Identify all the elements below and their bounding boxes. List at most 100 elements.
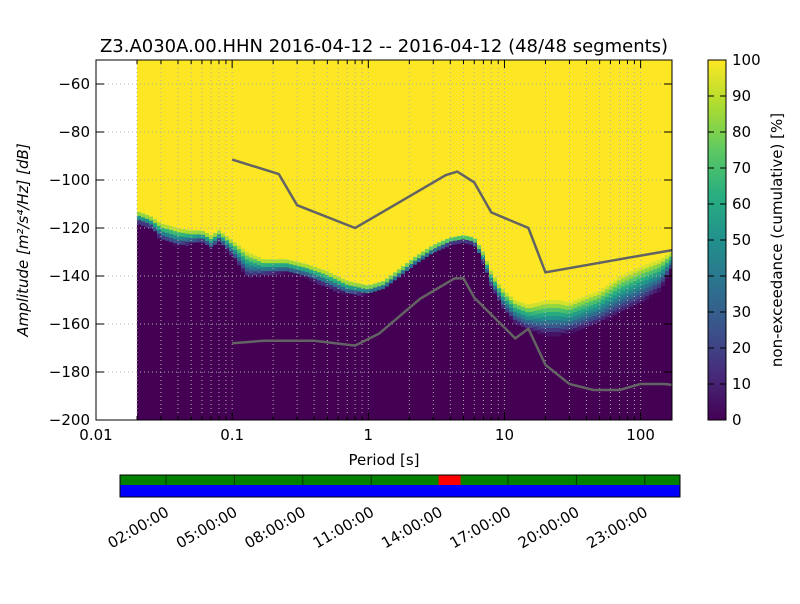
heatmap-cell: [320, 281, 326, 287]
heatmap-cell: [536, 301, 542, 307]
heatmap-cell: [620, 302, 626, 308]
heatmap-cell: [652, 60, 658, 262]
heatmap-cell: [564, 301, 570, 307]
heatmap-cell: [652, 261, 658, 266]
heatmap-cell: [468, 240, 474, 245]
heatmap-cell: [240, 60, 246, 249]
heatmap-cell: [252, 267, 258, 272]
heatmap-cell: [304, 264, 310, 269]
heatmap-cell: [592, 320, 598, 325]
heatmap-cell: [512, 319, 518, 325]
heatmap-cell: [480, 251, 486, 256]
heatmap-cell: [160, 231, 166, 237]
heatmap-cell: [148, 228, 154, 230]
heatmap-cell: [308, 277, 314, 282]
heatmap-cell: [368, 288, 374, 294]
heatmap-cell: [600, 315, 606, 321]
heatmap-cell: [292, 60, 298, 262]
heatmap-cell: [268, 263, 274, 268]
heatmap-cell: [308, 273, 314, 279]
heatmap-cell: [588, 325, 594, 328]
heatmap-cell: [536, 334, 542, 420]
heatmap-cell: [332, 274, 338, 280]
heatmap-cell: [248, 269, 254, 275]
heatmap-cell: [600, 303, 606, 309]
heatmap-cell: [368, 60, 374, 285]
heatmap-cell: [656, 279, 662, 285]
heatmap-cell: [156, 60, 162, 222]
heatmap-cell: [164, 228, 170, 234]
heatmap-cell: [504, 312, 510, 316]
heatmap-cell: [272, 60, 278, 260]
heatmap-cell: [196, 234, 202, 239]
heatmap-cell: [484, 268, 490, 274]
y-tick-label: −160: [49, 315, 90, 333]
heatmap-cell: [652, 277, 658, 282]
heatmap-cell: [204, 233, 210, 238]
heatmap-cell: [264, 259, 270, 264]
heatmap-cell: [156, 237, 162, 420]
heatmap-cell: [620, 312, 626, 420]
heatmap-cell: [168, 226, 174, 231]
heatmap-cell: [536, 313, 542, 319]
heatmap-cell: [608, 290, 614, 295]
heatmap-cell: [328, 60, 334, 273]
heatmap-cell: [568, 333, 574, 420]
heatmap-cell: [520, 328, 526, 420]
heatmap-cell: [248, 277, 254, 420]
heatmap-cell: [252, 271, 258, 276]
heatmap-cell: [604, 313, 610, 318]
heatmap-cell: [640, 265, 646, 271]
heatmap-cell: [188, 60, 194, 231]
heatmap-cell: [500, 308, 506, 310]
heatmap-cell: [560, 320, 566, 326]
heatmap-cell: [648, 282, 654, 288]
heatmap-cell: [564, 334, 570, 420]
heatmap-cell: [544, 320, 550, 325]
heatmap-cell: [460, 242, 466, 420]
heatmap-cell: [412, 60, 418, 257]
heatmap-cell: [332, 290, 338, 420]
heatmap-cell: [316, 276, 322, 281]
heatmap-cell: [532, 330, 538, 334]
heatmap-cell: [192, 60, 198, 231]
heatmap-cell: [620, 60, 626, 275]
heatmap-cell: [624, 308, 630, 312]
heatmap-cell: [236, 60, 242, 246]
heatmap-cell: [280, 263, 286, 268]
heatmap-cell: [404, 60, 410, 264]
heatmap-cell: [416, 262, 422, 265]
heatmap-cell: [524, 312, 530, 317]
heatmap-cell: [144, 214, 150, 220]
heatmap-cell: [436, 242, 442, 247]
heatmap-cell: [260, 276, 266, 420]
heatmap-cell: [164, 224, 170, 230]
heatmap-cell: [248, 60, 254, 254]
heatmap-cell: [240, 268, 246, 273]
heatmap-cell: [468, 236, 474, 242]
timeline-tick-label: 05:00:00: [173, 503, 240, 552]
heatmap-cell: [556, 335, 562, 420]
heatmap-cell: [472, 246, 478, 420]
heatmap-cell: [524, 60, 530, 305]
heatmap-cell: [496, 292, 502, 297]
heatmap-cell: [556, 312, 562, 317]
heatmap-cell: [592, 316, 598, 321]
heatmap-cell: [380, 289, 386, 292]
heatmap-cell: [336, 280, 342, 286]
heatmap-cell: [228, 251, 234, 256]
heatmap-cell: [296, 266, 302, 271]
heatmap-cell: [228, 255, 234, 420]
heatmap-cell: [620, 298, 626, 304]
heatmap-cell: [544, 60, 550, 300]
heatmap-cell: [272, 259, 278, 264]
heatmap-cell: [436, 60, 442, 243]
heatmap-cell: [588, 305, 594, 311]
heatmap-cell: [456, 240, 462, 244]
heatmap-cell: [364, 293, 370, 296]
heatmap-cell: [652, 273, 658, 278]
heatmap-cell: [212, 232, 218, 238]
heatmap-cell: [356, 287, 362, 293]
heatmap-cell: [404, 263, 410, 268]
heatmap-cell: [264, 267, 270, 272]
